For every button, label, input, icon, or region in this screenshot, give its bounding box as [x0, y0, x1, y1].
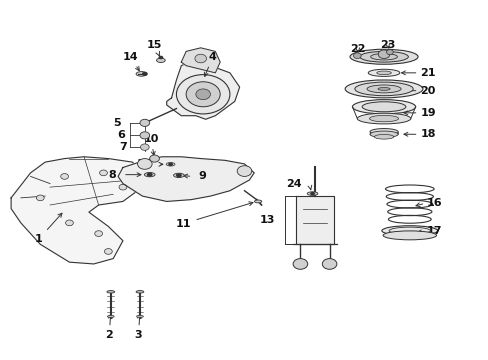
Text: 1: 1	[35, 213, 62, 244]
Circle shape	[237, 166, 251, 176]
Circle shape	[119, 184, 126, 190]
Ellipse shape	[377, 87, 389, 90]
Circle shape	[195, 54, 206, 63]
Circle shape	[140, 132, 149, 139]
Circle shape	[322, 258, 336, 269]
Text: 23: 23	[380, 40, 395, 50]
Ellipse shape	[359, 51, 407, 62]
Circle shape	[137, 158, 152, 169]
Circle shape	[168, 162, 173, 166]
Circle shape	[176, 75, 229, 114]
Text: 7: 7	[119, 142, 126, 152]
Ellipse shape	[156, 58, 165, 63]
Circle shape	[196, 89, 210, 100]
Text: 3: 3	[134, 314, 142, 341]
Circle shape	[36, 195, 44, 201]
Polygon shape	[11, 157, 142, 264]
Circle shape	[158, 56, 163, 59]
Ellipse shape	[373, 134, 393, 139]
Circle shape	[95, 231, 102, 237]
Ellipse shape	[166, 162, 175, 166]
Ellipse shape	[352, 100, 415, 114]
Ellipse shape	[136, 315, 143, 318]
Ellipse shape	[370, 54, 397, 60]
Circle shape	[104, 249, 112, 254]
Text: 15: 15	[146, 40, 162, 56]
Text: 24: 24	[285, 179, 301, 189]
Circle shape	[149, 155, 159, 162]
Ellipse shape	[357, 113, 410, 124]
Ellipse shape	[107, 291, 115, 293]
Text: 6: 6	[117, 130, 125, 140]
Text: 5: 5	[113, 118, 120, 128]
Text: 16: 16	[426, 198, 442, 208]
Polygon shape	[295, 196, 334, 244]
Circle shape	[292, 258, 307, 269]
Text: 18: 18	[420, 129, 435, 139]
Ellipse shape	[366, 85, 400, 93]
Circle shape	[309, 192, 314, 195]
Text: 9: 9	[198, 171, 206, 181]
Circle shape	[140, 144, 149, 150]
Ellipse shape	[306, 192, 317, 195]
Polygon shape	[181, 48, 220, 73]
Polygon shape	[166, 59, 239, 119]
Text: 17: 17	[426, 226, 442, 237]
Ellipse shape	[254, 200, 261, 203]
Ellipse shape	[369, 131, 397, 138]
Circle shape	[140, 119, 149, 126]
Text: 13: 13	[259, 215, 274, 225]
Circle shape	[353, 53, 361, 59]
Text: 14: 14	[122, 52, 139, 71]
Ellipse shape	[349, 49, 417, 64]
Ellipse shape	[376, 71, 390, 75]
Text: 19: 19	[420, 108, 435, 118]
Text: 11: 11	[176, 202, 252, 229]
Text: 22: 22	[349, 44, 365, 54]
Ellipse shape	[369, 115, 398, 122]
Text: 2: 2	[105, 314, 113, 341]
Ellipse shape	[144, 172, 155, 177]
Ellipse shape	[107, 315, 114, 318]
Circle shape	[176, 173, 182, 177]
Ellipse shape	[173, 173, 184, 177]
Ellipse shape	[367, 69, 399, 76]
Circle shape	[61, 174, 68, 179]
Text: 20: 20	[420, 86, 435, 96]
Circle shape	[142, 72, 147, 76]
Ellipse shape	[362, 102, 405, 112]
Text: 4: 4	[204, 52, 216, 76]
Ellipse shape	[369, 129, 397, 135]
Ellipse shape	[354, 82, 412, 96]
Circle shape	[186, 82, 220, 107]
Ellipse shape	[345, 80, 422, 98]
Polygon shape	[118, 157, 254, 202]
Circle shape	[146, 172, 152, 177]
Text: 8: 8	[108, 170, 116, 180]
Circle shape	[386, 50, 392, 55]
Ellipse shape	[382, 231, 436, 240]
Text: 21: 21	[420, 68, 435, 78]
Circle shape	[377, 50, 389, 59]
Text: 10: 10	[143, 134, 159, 156]
Circle shape	[65, 220, 73, 226]
Text: 12: 12	[136, 159, 152, 169]
Ellipse shape	[381, 226, 437, 236]
Ellipse shape	[136, 72, 146, 76]
Circle shape	[100, 170, 107, 176]
Ellipse shape	[136, 291, 143, 293]
